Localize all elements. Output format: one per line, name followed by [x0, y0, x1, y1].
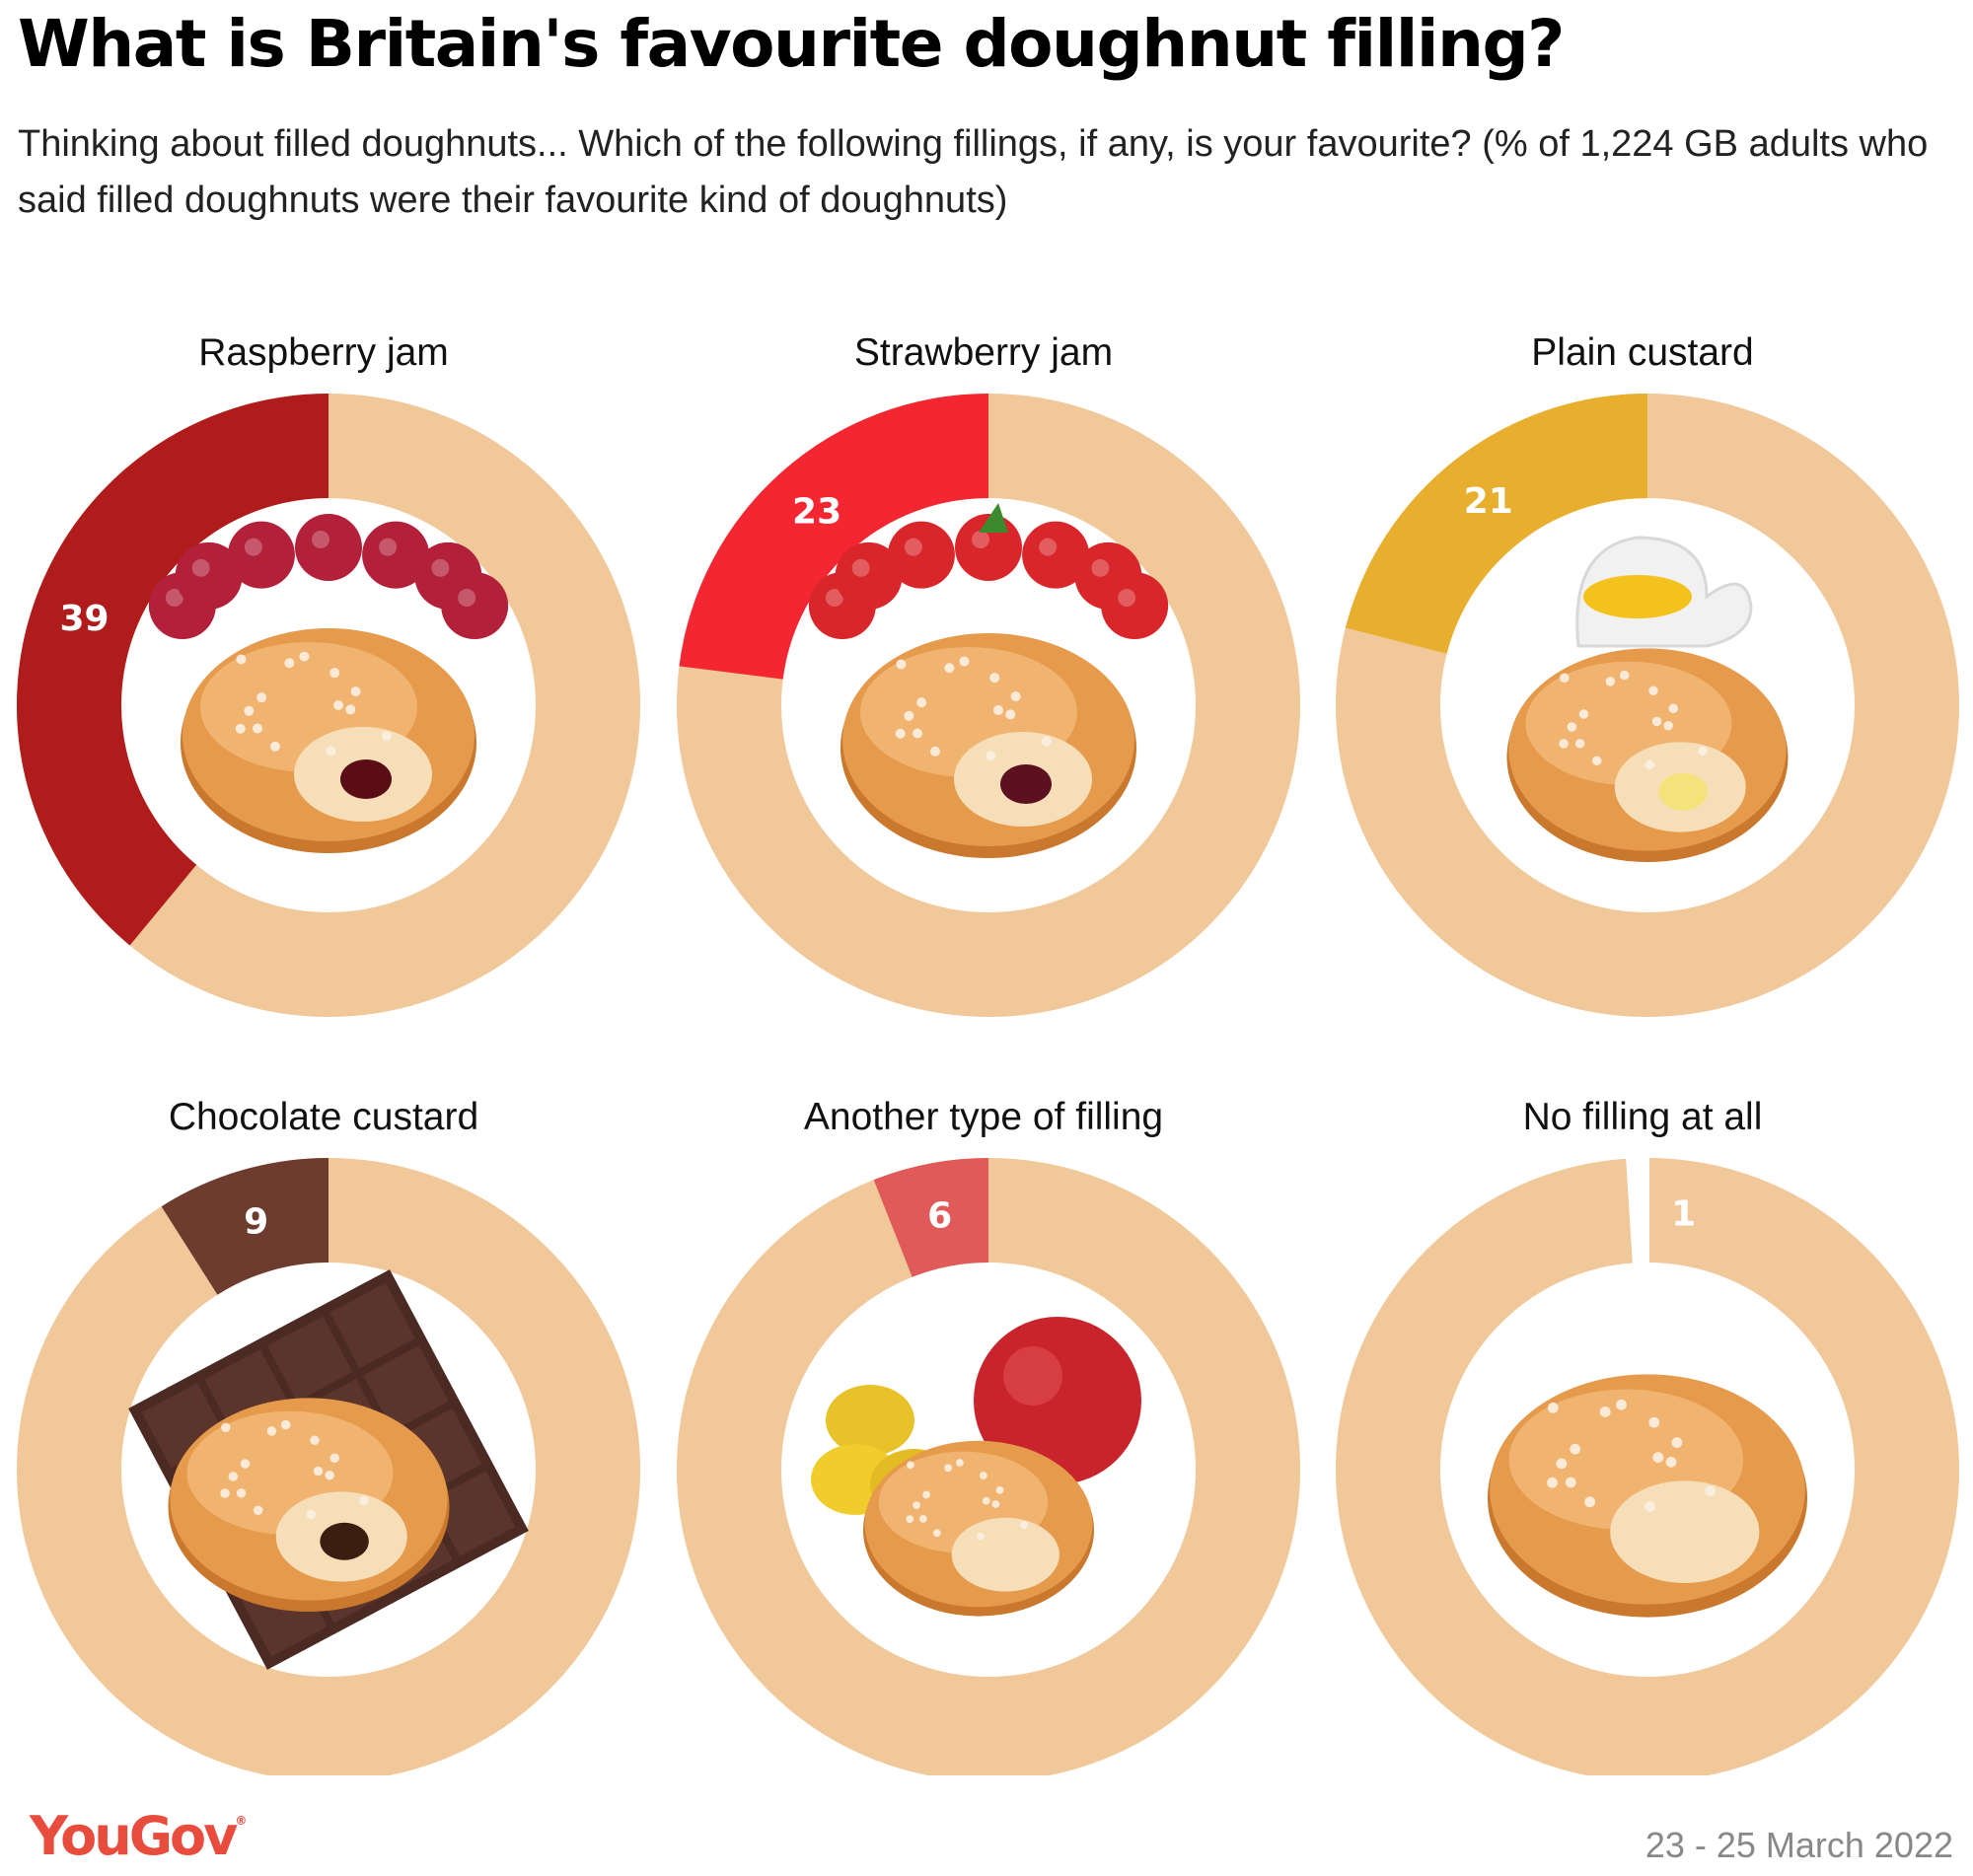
value-label: 1 [1671, 1194, 1696, 1235]
chocolate-doughnut-icon [128, 1269, 529, 1670]
donut-slice [679, 394, 988, 680]
plain-doughnut-icon [1488, 1374, 1807, 1618]
donut-slice [1626, 1155, 1649, 1265]
raspberry-doughnut-icon [148, 514, 509, 853]
yougov-logo: YouGov® [30, 1805, 248, 1867]
category-label: Strawberry jam [854, 331, 1113, 374]
value-label: 6 [927, 1196, 952, 1237]
chart-subtitle: Thinking about filled doughnuts... Which… [18, 123, 1929, 221]
value-label: 21 [1464, 481, 1513, 522]
fieldwork-date: 23 - 25 March 2022 [1644, 1825, 1953, 1865]
brand-text: YouGov [30, 1805, 238, 1867]
strawberry-doughnut-icon [808, 503, 1169, 858]
donut-another-type-of-filling: Another type of filling 6 [677, 1096, 1300, 1775]
category-label: Chocolate custard [169, 1096, 478, 1138]
donut-charts: Raspberry jam 39 Strawberry jam 23 Plain cus… [17, 331, 1959, 1775]
value-label: 39 [59, 599, 109, 639]
category-label: Raspberry jam [198, 331, 449, 374]
donut-raspberry-jam: Raspberry jam 39 [17, 331, 640, 1017]
donut-slice [17, 394, 329, 946]
chart-title: What is Britain's favourite doughnut fil… [18, 6, 1565, 82]
value-label: 23 [792, 492, 841, 533]
donut-strawberry-jam: Strawberry jam 23 [677, 331, 1300, 1017]
value-label: 9 [244, 1201, 268, 1242]
fruit-doughnut-icon [811, 1317, 1141, 1617]
donut-slice [873, 1158, 988, 1277]
donut-slice [1345, 394, 1647, 654]
donut-plain-custard: Plain custard 21 [1336, 331, 1959, 1017]
category-label: Another type of filling [804, 1096, 1163, 1138]
category-label: No filling at all [1523, 1096, 1763, 1138]
donut-no-filling-at-all: No filling at all 1 [1336, 1096, 1959, 1775]
category-label: Plain custard [1531, 331, 1753, 374]
donut-chocolate-custard: Chocolate custard 9 [17, 1096, 640, 1775]
custard-doughnut-icon [1506, 536, 1789, 862]
donut-slice [161, 1158, 329, 1295]
